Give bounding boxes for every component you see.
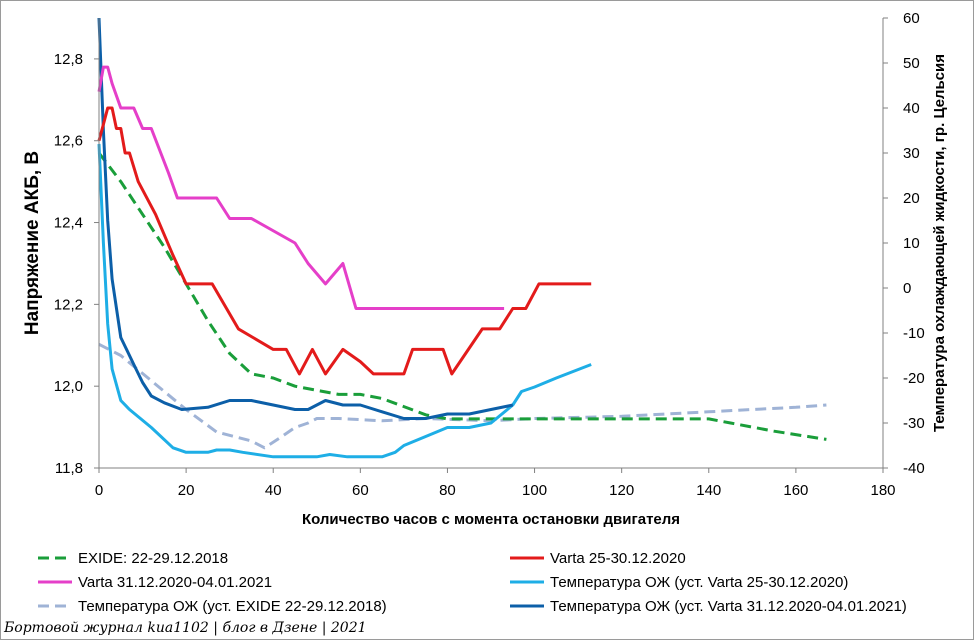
series-line-6 <box>97 17 514 420</box>
series-line-1 <box>97 152 827 441</box>
y-right-tick-label: 60 <box>903 10 920 27</box>
x-tick-label: 120 <box>609 482 634 499</box>
legend-label: Температура ОЖ (уст. Varta 31.12.2020-04… <box>550 598 907 615</box>
y-axis-left: 11,8 12,0 12,2 12,4 12,6 12,8 <box>54 18 100 477</box>
legend-label: Температура ОЖ (уст. Varta 25-30.12.2020… <box>550 574 848 591</box>
x-tick-label: 60 <box>352 482 369 499</box>
y-right-tick-label: 40 <box>903 100 920 117</box>
y-left-tick-label: 12,0 <box>54 378 83 395</box>
y-left-tick-label: 11,8 <box>55 460 83 477</box>
legend-label: Varta 31.12.2020-04.01.2021 <box>78 574 272 591</box>
series-line-2 <box>97 106 592 376</box>
series-layer <box>97 17 827 459</box>
legend: EXIDE: 22-29.12.2018 Varta 25-30.12.2020 V… <box>38 550 907 615</box>
y-right-tick-label: -40 <box>903 460 925 477</box>
y-right-tick-label: 50 <box>903 55 920 72</box>
x-tick-label: 80 <box>439 482 456 499</box>
y-right-tick-label: 30 <box>903 145 920 162</box>
x-tick-label: 0 <box>95 482 103 499</box>
y-axis-title-left: Напряжение АКБ, В <box>22 151 43 335</box>
legend-label: Varta 25-30.12.2020 <box>550 550 686 567</box>
series-line-5 <box>98 342 827 450</box>
y-left-tick-label: 12,2 <box>54 296 83 313</box>
y-left-tick-label: 12,6 <box>54 133 83 150</box>
series-line-3 <box>97 65 505 310</box>
y-right-tick-label: 0 <box>903 280 911 297</box>
legend-item-6: Температура ОЖ (уст. Varta 31.12.2020-04… <box>510 598 907 615</box>
x-tick-label: 140 <box>696 482 721 499</box>
y-left-tick-label: 12,8 <box>54 51 83 68</box>
legend-item-3: Varta 31.12.2020-04.01.2021 <box>38 574 272 591</box>
legend-label: Температура ОЖ (уст. EXIDE 22-29.12.2018… <box>78 598 387 615</box>
y-left-tick-label: 12,4 <box>54 215 83 232</box>
y-right-tick-label: 10 <box>903 235 920 252</box>
footer-caption: Бортовой журнал kиа1102 | блог в Дзене |… <box>4 620 367 636</box>
x-tick-label: 160 <box>783 482 808 499</box>
x-tick-label: 180 <box>870 482 895 499</box>
y-right-tick-label: -20 <box>903 370 925 387</box>
x-axis-title: Количество часов с момента остановки дви… <box>302 511 680 528</box>
y-axis-title-right: Температура охлаждающей жидкости, гр. Це… <box>931 54 948 432</box>
x-tick-label: 40 <box>265 482 282 499</box>
x-tick-label: 20 <box>178 482 195 499</box>
x-tick-label: 100 <box>522 482 547 499</box>
y-right-tick-label: -30 <box>903 415 925 432</box>
legend-item-2: Varta 25-30.12.2020 <box>510 550 686 567</box>
y-axis-right: -40 -30 -20 -10 0 10 20 30 40 50 60 <box>882 10 925 477</box>
legend-label: EXIDE: 22-29.12.2018 <box>78 550 228 567</box>
x-axis: 0 20 40 60 80 100 120 140 160 180 <box>95 467 896 499</box>
legend-item-4: Температура ОЖ (уст. Varta 25-30.12.2020… <box>510 574 848 591</box>
legend-item-5: Температура ОЖ (уст. EXIDE 22-29.12.2018… <box>38 598 387 615</box>
y-right-tick-label: 20 <box>903 190 920 207</box>
series-line-4 <box>97 143 592 459</box>
y-right-tick-label: -10 <box>903 325 925 342</box>
legend-item-1: EXIDE: 22-29.12.2018 <box>38 550 228 567</box>
